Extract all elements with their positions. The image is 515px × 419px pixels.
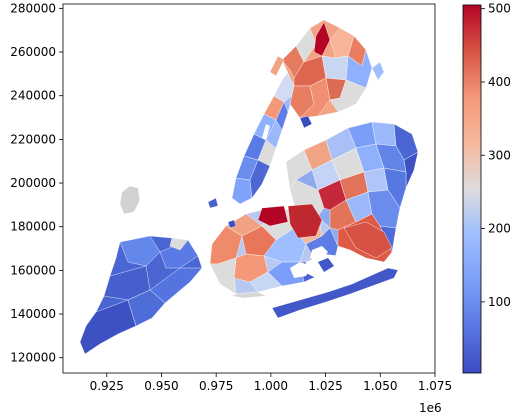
harbor-islands <box>207 115 313 229</box>
map-layer <box>79 19 419 355</box>
bay-island <box>318 258 334 272</box>
colorbar-tick-label: 200 <box>488 222 511 236</box>
y-tick-label: 200000 <box>10 176 56 190</box>
colorbar-axis: 100 200 300 400 500 <box>481 2 511 309</box>
colorbar <box>462 4 482 374</box>
y-tick-label: 240000 <box>10 89 56 103</box>
x-tick-label: 1.050 <box>363 379 397 393</box>
y-tick-label: 260000 <box>10 45 56 59</box>
x-tick-label: 1.025 <box>308 379 342 393</box>
y-tick-label: 160000 <box>10 263 56 277</box>
small-island-region <box>119 185 141 215</box>
bronx-region <box>281 19 373 119</box>
x-tick-label: 0.950 <box>144 379 178 393</box>
x-tick-label: 1.075 <box>418 379 452 393</box>
hotspot-districts <box>257 203 393 259</box>
y-tick-label: 180000 <box>10 220 56 234</box>
x-tick-label: 1.000 <box>254 379 288 393</box>
y-axis: 120000 140000 160000 180000 200000 220000 2400… <box>10 1 63 365</box>
upper-manhattan-region <box>269 55 285 77</box>
staten-island-region <box>79 235 203 355</box>
colorbar-tick-label: 100 <box>488 295 511 309</box>
y-tick-label: 220000 <box>10 132 56 146</box>
park-gap <box>262 124 270 140</box>
y-tick-label: 120000 <box>10 351 56 365</box>
x-offset-label: 1e6 <box>419 401 442 415</box>
city-island-region <box>371 61 385 81</box>
colorbar-tick-label: 500 <box>488 2 511 16</box>
colorbar-tick-label: 400 <box>488 75 511 89</box>
x-tick-label: 0.925 <box>90 379 124 393</box>
rockaway-region <box>271 267 399 319</box>
colorbar-tick-label: 300 <box>488 148 511 162</box>
x-tick-label: 0.975 <box>199 379 233 393</box>
axes-frame <box>62 3 436 374</box>
y-tick-label: 140000 <box>10 307 56 321</box>
x-axis: 0.925 0.950 0.975 1.000 1.025 1.050 1.075 <box>90 373 452 393</box>
y-tick-label: 280000 <box>10 1 56 15</box>
